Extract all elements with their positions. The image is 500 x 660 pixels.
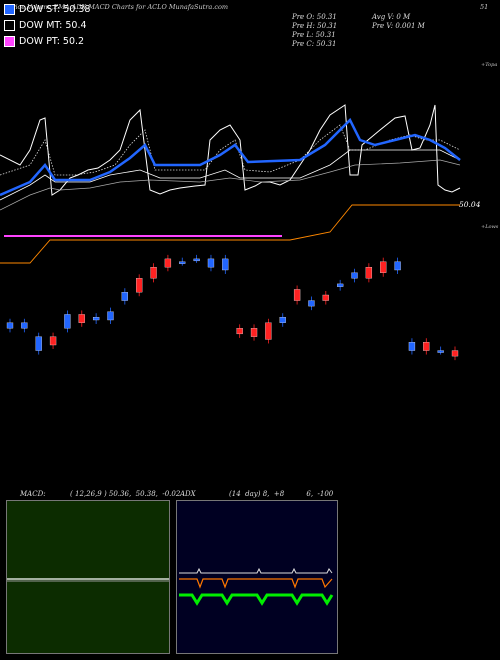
lows-line <box>0 204 460 264</box>
ema-mt-dotted <box>0 124 461 176</box>
pre-volume: Pre V: 0.001 M <box>372 22 425 30</box>
adx-values: (14 day) 8, +8 6, -100 <box>229 490 334 498</box>
legend-st-label: DOW ST: 50.38 <box>19 4 91 15</box>
candle-body <box>107 311 114 321</box>
candle-body <box>451 350 459 357</box>
topa-label: +Topa <box>481 62 497 68</box>
candle-body <box>64 314 71 329</box>
legend-mt-label: DOW MT: 50.4 <box>19 20 87 31</box>
macd-values: ( 12,26,9 ) 50.36, 50.38, -0.02 <box>70 490 181 498</box>
candle-body <box>236 328 243 335</box>
candle-body <box>437 350 444 353</box>
candle-body <box>337 283 344 287</box>
candle-body <box>35 336 42 351</box>
legend-pt: DOW PT: 50.2 <box>4 36 84 47</box>
pre-close: Pre C: 50.31 <box>292 40 337 48</box>
close-line <box>0 104 461 196</box>
ema-st-line <box>0 117 461 197</box>
adx-line <box>179 578 333 589</box>
candle-body <box>408 342 416 351</box>
candle-body <box>49 336 57 346</box>
adx-minus-di <box>179 593 334 606</box>
macd-panel <box>6 500 170 654</box>
macd-plot <box>7 578 169 582</box>
adx-plus-di <box>179 567 333 574</box>
legend-st: DOW ST: 50.38 <box>4 4 90 15</box>
legend-pt-label: DOW PT: 50.2 <box>19 36 85 47</box>
macd-label: MACD: <box>20 490 46 498</box>
candle-body <box>380 261 387 273</box>
legend-mt-swatch <box>4 20 15 31</box>
candle-body <box>6 322 14 329</box>
top-right-price: 51 <box>480 3 488 11</box>
candle-body <box>265 322 272 340</box>
legend-pt-swatch <box>4 36 15 47</box>
candle-body <box>21 322 28 329</box>
candle-body <box>150 267 157 279</box>
candle-body <box>423 342 430 351</box>
candle-body <box>222 258 229 271</box>
adx-title: ADX (14 day) 8, +8 6, -100 <box>180 490 333 498</box>
candle-body <box>279 317 286 323</box>
candle-body <box>207 258 215 268</box>
avg-volume: Avg V: 0 M <box>372 13 411 21</box>
price-chart: Price,Volume,EMA,ADX,MACD Charts for ACL… <box>0 3 499 361</box>
candle-body <box>78 314 85 323</box>
adx-plot <box>179 567 334 606</box>
lows-label: +Lows <box>481 224 499 230</box>
pre-open: Pre O: 50.31 <box>292 13 337 21</box>
candle-body <box>193 258 200 262</box>
candles-group <box>6 254 459 361</box>
last-price-label: 50.04 <box>459 200 481 209</box>
legend-st-swatch <box>4 4 15 15</box>
chart-title: Price,Volume,EMA,ADX,MACD Charts for ACL… <box>7 3 228 11</box>
ema-lt-line <box>0 149 461 201</box>
volume-block: Avg V: 0 M Pre V: 0.001 M <box>372 13 425 31</box>
candle-body <box>164 258 172 268</box>
candle-body <box>322 294 329 301</box>
pre-low: Pre L: 50.31 <box>292 31 336 39</box>
candle-body <box>92 317 100 321</box>
adx-label: ADX <box>180 490 196 498</box>
ohlc-block: Pre O: 50.31 Pre H: 50.31 Pre L: 50.31 P… <box>292 13 337 49</box>
candle-body <box>365 267 373 279</box>
candle-body <box>394 261 401 271</box>
macd-title: MACD: ( 12,26,9 ) 50.36, 50.38, -0.02 <box>20 490 180 498</box>
candle-body <box>293 289 301 301</box>
candle-body <box>136 278 143 293</box>
candle-body <box>179 261 186 264</box>
pre-high: Pre H: 50.31 <box>292 22 338 30</box>
candle-body <box>308 300 315 307</box>
candle-body <box>351 272 358 279</box>
adx-panel <box>176 500 338 654</box>
candle-body <box>121 292 128 301</box>
legend-mt: DOW MT: 50.4 <box>4 20 87 31</box>
ema-lt2-line <box>0 159 461 211</box>
candle-body <box>250 328 258 337</box>
